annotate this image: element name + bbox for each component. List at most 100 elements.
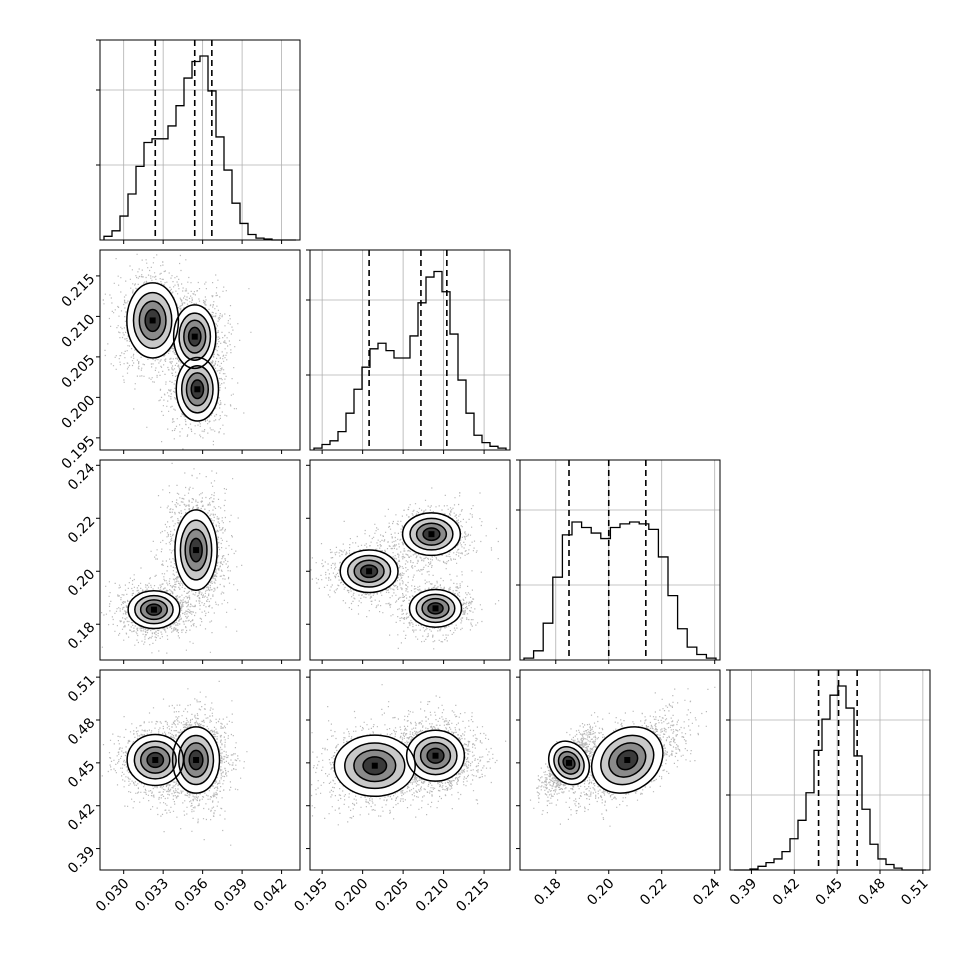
x-tick-label: 0.39 <box>727 876 760 909</box>
x-tick-label: 0.042 <box>251 876 291 916</box>
density-layer <box>311 684 507 826</box>
x-tick-label: 0.215 <box>453 876 493 916</box>
contour-line <box>138 300 167 341</box>
contour-line <box>133 740 177 780</box>
contour-line <box>333 734 416 798</box>
density-peak <box>371 762 378 769</box>
histogram-panel-2 <box>516 459 721 661</box>
contour-line <box>401 512 462 557</box>
density-peak <box>150 606 157 613</box>
density-peak <box>149 317 156 324</box>
histogram-panel-1 <box>306 249 511 451</box>
panel-frame <box>99 669 301 871</box>
contour-line <box>175 356 220 422</box>
scatter-panel-1-3 <box>309 669 511 871</box>
contour-line <box>557 750 581 775</box>
x-tick-label: 0.45 <box>813 876 846 909</box>
contour-line <box>174 509 218 591</box>
contour-line <box>187 326 202 347</box>
x-tick-label: 0.200 <box>332 876 372 916</box>
scatter-panel-1-2 <box>309 459 511 661</box>
contour-line <box>178 312 212 361</box>
contour-line <box>171 726 221 794</box>
contour-line <box>421 597 450 619</box>
density-peak <box>193 757 200 763</box>
contour-line <box>139 599 169 621</box>
density-peak <box>191 333 198 340</box>
contour-line <box>172 304 217 370</box>
y-tick-label: 0.45 <box>65 758 98 791</box>
density-peak <box>152 757 159 763</box>
panel-frame <box>99 249 301 451</box>
contour-line <box>183 742 209 778</box>
y-tick-label: 0.205 <box>59 352 99 392</box>
histogram-step-line <box>734 685 926 871</box>
contour-line <box>139 746 171 774</box>
density-peak <box>432 605 439 612</box>
contour-line <box>562 755 576 770</box>
contour-line <box>126 282 180 359</box>
panel-background <box>310 460 510 660</box>
density-layer <box>529 686 716 827</box>
contour-line <box>353 559 385 583</box>
scatter-panel-0-3 <box>99 669 301 871</box>
contour-line <box>185 372 210 407</box>
x-tick-label: 0.039 <box>211 876 251 916</box>
contour-line <box>183 319 207 354</box>
contour-line <box>346 554 392 588</box>
scatter-panel-2-3 <box>519 669 721 871</box>
contour-line <box>362 756 388 776</box>
contour-line <box>415 593 456 624</box>
contour-line <box>146 751 165 769</box>
panel-frame <box>309 249 511 451</box>
panel-frame <box>729 669 931 871</box>
x-tick-label: 0.195 <box>291 876 331 916</box>
contour-line <box>189 537 203 563</box>
contour-line <box>419 741 452 770</box>
histogram-panel-3 <box>726 669 931 871</box>
y-tick-label: 0.51 <box>65 672 98 705</box>
y-tick-label: 0.20 <box>65 566 98 599</box>
x-tick-label: 0.48 <box>855 876 888 909</box>
density-peak <box>566 759 573 766</box>
panel-background <box>520 460 720 660</box>
x-tick-label: 0.24 <box>690 875 723 908</box>
panel-frame <box>309 459 511 661</box>
contour-line <box>132 291 173 350</box>
scatter-panel-0-2 <box>99 459 301 661</box>
y-tick-label: 0.215 <box>59 271 99 311</box>
panel-frame <box>309 669 511 871</box>
panel-frame <box>519 459 721 661</box>
contour-line <box>426 747 445 764</box>
contour-line <box>188 749 204 771</box>
density-layer <box>102 250 252 450</box>
contour-line <box>359 564 379 579</box>
contour-line <box>405 729 466 782</box>
y-tick-label: 0.22 <box>65 513 98 546</box>
x-tick-label: 0.18 <box>531 876 564 909</box>
histogram-step-line <box>103 55 296 241</box>
density-peak <box>194 386 201 393</box>
x-tick-label: 0.205 <box>372 876 412 916</box>
contour-line <box>144 308 161 333</box>
contour-line <box>408 588 463 628</box>
x-tick-label: 0.030 <box>93 876 133 916</box>
panel-background <box>100 40 300 240</box>
contour-line <box>590 726 664 794</box>
contour-line <box>422 527 441 542</box>
contour-line <box>184 528 208 572</box>
contour-line <box>127 590 181 630</box>
x-tick-label: 0.210 <box>413 876 453 916</box>
histogram-step-line <box>523 521 717 660</box>
contour-line <box>353 749 397 783</box>
density-peak <box>193 547 200 554</box>
y-tick-label: 0.18 <box>65 619 98 652</box>
contour-line <box>177 734 215 786</box>
contour-line <box>413 736 458 776</box>
density-layer <box>310 487 500 650</box>
x-tick-label: 0.22 <box>637 876 670 909</box>
density-peak <box>428 531 435 538</box>
histogram-step-line <box>313 270 507 450</box>
x-tick-label: 0.033 <box>132 876 172 916</box>
